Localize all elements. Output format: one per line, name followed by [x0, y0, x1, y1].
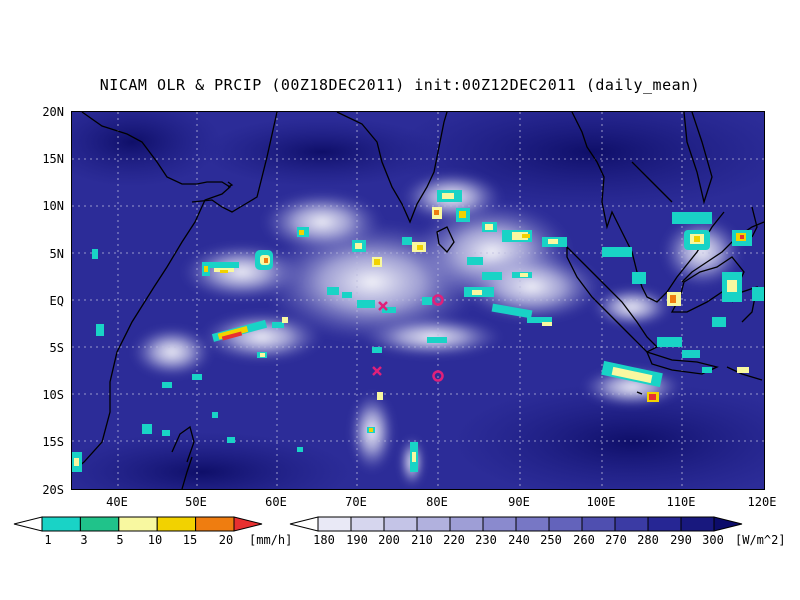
lat-label-5s: 5S	[49, 341, 64, 355]
olr-swatch-12	[680, 516, 715, 532]
olr-label-290: 290	[670, 533, 692, 547]
olr-swatch-0	[289, 516, 319, 532]
lat-label-eq: EQ	[49, 294, 64, 308]
cloud-regions	[132, 172, 742, 487]
lat-label-20n: 20N	[42, 105, 64, 119]
precip-label-20: 20	[218, 533, 234, 547]
map-title: NICAM OLR & PRCIP (00Z18DEC2011) init:00…	[99, 76, 701, 94]
precip-label-10: 10	[147, 533, 163, 547]
olr-swatch-11	[647, 516, 682, 532]
precip-label-5: 5	[116, 533, 124, 547]
precip-unit: [mm/h]	[249, 533, 293, 547]
lon-label-80e: 80E	[426, 495, 448, 509]
precip-label-3: 3	[80, 533, 88, 547]
precip-label-1: 1	[44, 533, 52, 547]
olr-label-250: 250	[540, 533, 562, 547]
olr-label-280: 280	[637, 533, 659, 547]
precip-swatch-6	[233, 516, 263, 532]
olr-label-300: 300	[702, 533, 724, 547]
graticule	[72, 112, 764, 489]
olr-swatch-13	[713, 516, 743, 532]
olr-swatch-3	[383, 516, 418, 532]
olr-label-180: 180	[313, 533, 335, 547]
olr-label-260: 260	[573, 533, 595, 547]
olr-label-220: 220	[443, 533, 465, 547]
map-canvas	[72, 112, 764, 489]
precip-colorbar	[13, 516, 263, 532]
olr-swatch-10	[614, 516, 649, 532]
o-marker-2	[432, 370, 444, 382]
precipitation-cells	[72, 190, 764, 472]
olr-unit: [W/m^2]	[735, 533, 786, 547]
olr-swatch-5	[449, 516, 484, 532]
precip-label-15: 15	[182, 533, 198, 547]
olr-swatch-7	[515, 516, 550, 532]
lon-label-70e: 70E	[345, 495, 367, 509]
olr-label-210: 210	[411, 533, 433, 547]
olr-swatch-1	[317, 516, 352, 532]
lat-label-15n: 15N	[42, 152, 64, 166]
olr-label-200: 200	[378, 533, 400, 547]
lon-label-120e: 120E	[747, 495, 777, 509]
olr-swatch-8	[548, 516, 583, 532]
lon-label-50e: 50E	[185, 495, 207, 509]
lon-label-110e: 110E	[666, 495, 696, 509]
olr-colorbar	[289, 516, 743, 532]
olr-swatch-2	[350, 516, 385, 532]
lat-label-5n: 5N	[49, 247, 64, 261]
olr-label-270: 270	[605, 533, 627, 547]
lon-label-40e: 40E	[106, 495, 128, 509]
track-markers	[372, 294, 444, 382]
o-marker-1	[432, 294, 444, 306]
x-marker-1	[378, 301, 388, 311]
olr-swatch-4	[416, 516, 451, 532]
olr-swatch-9	[581, 516, 616, 532]
olr-label-230: 230	[475, 533, 497, 547]
olr-precip-map	[71, 111, 765, 490]
x-marker-2	[372, 366, 382, 376]
olr-swatch-6	[482, 516, 517, 532]
olr-label-190: 190	[346, 533, 368, 547]
lat-label-15s: 15S	[42, 435, 64, 449]
lon-label-60e: 60E	[265, 495, 287, 509]
lat-label-10n: 10N	[42, 199, 64, 213]
lat-label-20s: 20S	[42, 483, 64, 497]
lon-label-90e: 90E	[508, 495, 530, 509]
lat-label-10s: 10S	[42, 388, 64, 402]
lon-label-100e: 100E	[586, 495, 616, 509]
olr-label-240: 240	[508, 533, 530, 547]
